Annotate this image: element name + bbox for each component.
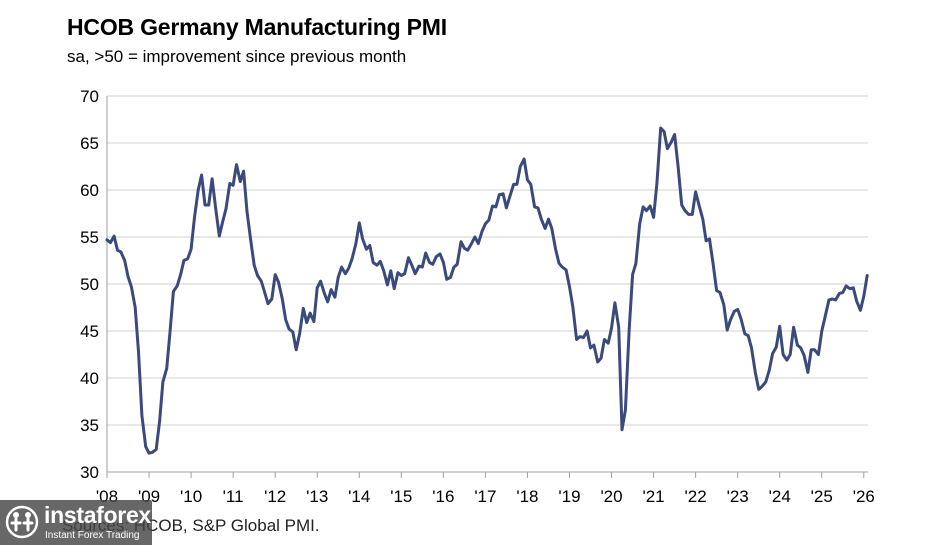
instaforex-logo-icon <box>5 505 39 539</box>
x-tick-label-2010: '10 <box>180 487 202 506</box>
x-tick-label-2016: '16 <box>432 487 454 506</box>
x-tick-label-2025: '25 <box>811 487 833 506</box>
x-tick-label-2021: '21 <box>642 487 664 506</box>
x-tick-label-2024: '24 <box>769 487 791 506</box>
x-tick-label-2019: '19 <box>558 487 580 506</box>
x-tick-label-2013: '13 <box>306 487 328 506</box>
x-tick-label-2018: '18 <box>516 487 538 506</box>
x-tick-label-2015: '15 <box>390 487 412 506</box>
x-tick-label-2020: '20 <box>600 487 622 506</box>
axes <box>106 96 868 478</box>
y-tick-label-35: 35 <box>80 416 99 435</box>
y-tick-label-70: 70 <box>80 87 99 106</box>
x-tick-labels: '08'09'10'11'12'13'14'15'16'17'18'19'20 '… <box>96 487 875 506</box>
y-tick-label-40: 40 <box>80 369 99 388</box>
y-tick-label-45: 45 <box>80 322 99 341</box>
y-tick-labels: 30 35 40 45 50 55 60 65 70 <box>80 87 99 482</box>
x-tick-label-2014: '14 <box>348 487 370 506</box>
series-line-0 <box>105 126 869 455</box>
gridlines <box>107 95 868 426</box>
chart-subtitle: sa, >50 = improvement since previous mon… <box>67 47 407 66</box>
watermark-name: instaforex <box>44 502 151 528</box>
y-tick-label-55: 55 <box>80 228 99 247</box>
x-tick-label-2022: '22 <box>685 487 707 506</box>
y-tick-label-60: 60 <box>80 181 99 200</box>
x-tick-label-2023: '23 <box>727 487 749 506</box>
chart-title: HCOB Germany Manufacturing PMI <box>67 14 447 40</box>
y-tick-label-65: 65 <box>80 134 99 153</box>
watermark-tagline: Instant Forex Trading <box>45 530 140 541</box>
instaforex-watermark[interactable]: instaforex Instant Forex Trading <box>0 500 152 545</box>
y-tick-label-30: 30 <box>80 463 99 482</box>
y-tick-label-50: 50 <box>80 275 99 294</box>
x-tick-label-2012: '12 <box>264 487 286 506</box>
x-tick-label-2011: '11 <box>223 487 244 506</box>
x-tick-label-2026: '26 <box>853 487 875 506</box>
x-tick-label-2017: '17 <box>474 487 496 506</box>
series-group <box>105 126 869 455</box>
